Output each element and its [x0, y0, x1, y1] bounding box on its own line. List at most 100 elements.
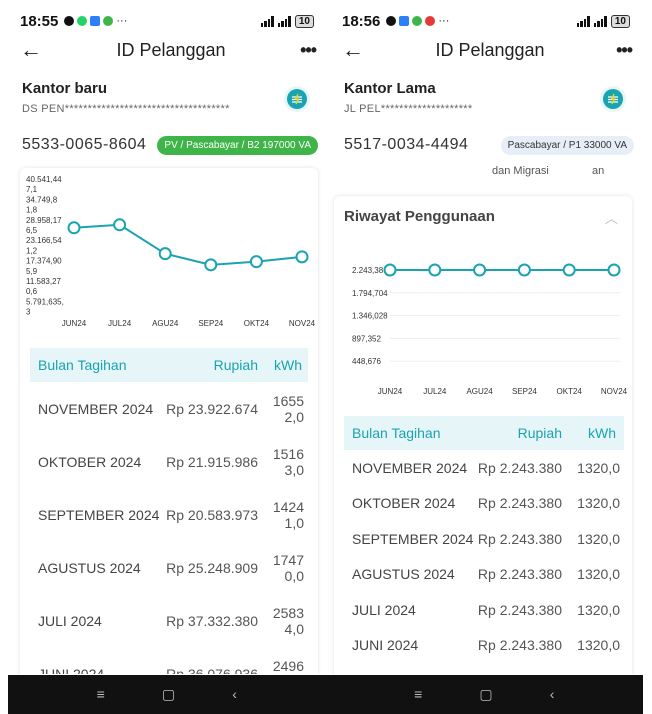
billing-month: NOVEMBER 2024	[352, 459, 468, 476]
x-tick-label: AGU24	[152, 319, 179, 328]
x-tick-label: AGU24	[466, 387, 493, 396]
billing-rupiah: Rp 20.583.973	[166, 506, 258, 523]
back-arrow-icon[interactable]: ←	[20, 37, 42, 62]
customer-id: 5533-0065-8604	[22, 136, 147, 153]
page-title: ID Pelanggan	[116, 39, 226, 60]
y-tick-label: 897,352	[352, 334, 381, 343]
back-icon[interactable]: ‹	[232, 686, 237, 702]
data-point[interactable]	[113, 218, 127, 232]
billing-month: JUNI 2024	[352, 637, 419, 654]
recent-apps-icon[interactable]: ≡	[96, 686, 105, 702]
y-tick-label: 2.243,38	[352, 266, 384, 275]
x-tick-label: JUL24	[108, 319, 132, 328]
usage-card: 40.541,44 7,1 34.749,8 1,8 28.958,17 6,5 23.16…	[20, 168, 318, 674]
x-tick-label: JUN24	[378, 387, 403, 396]
billing-month: AGUSTUS 2024	[352, 566, 455, 583]
app-icon	[412, 16, 423, 26]
more-options-icon[interactable]: •••	[616, 39, 633, 60]
data-point[interactable]	[607, 263, 621, 277]
app-icon	[90, 16, 101, 26]
section-title: Riwayat Penggunaan	[344, 208, 495, 225]
alarm-icon	[386, 16, 397, 26]
system-nav-bar: ≡ ▢ ‹ ≡ ▢ ‹	[8, 675, 643, 714]
col-rupiah-header: Rupiah	[517, 425, 562, 441]
battery-icon: 10	[610, 14, 630, 28]
billing-kwh: 1320,0	[577, 459, 620, 476]
y-tick-label: 1,8	[26, 206, 38, 215]
app-bar: ← ID Pelanggan •••	[342, 36, 633, 64]
billing-kwh: 24965,	[272, 657, 304, 675]
table-row: AGUSTUS 2024 Rp 25.248.909 17470,0	[30, 541, 308, 594]
billing-rupiah: Rp 2.243.380	[477, 495, 562, 512]
x-tick-label: OKT24	[244, 319, 270, 328]
y-tick-label: 1.346,028	[352, 312, 388, 321]
back-arrow-icon[interactable]: ←	[342, 37, 364, 62]
billing-month: JUNI 2024	[38, 665, 105, 675]
app-icon	[103, 16, 114, 26]
billing-table: Bulan Tagihan Rupiah kWh NOVEMBER 2024 Rp…	[30, 348, 308, 674]
billing-rupiah: Rp 2.243.380	[477, 601, 562, 618]
table-row: OKTOBER 2024 Rp 21.915.986 15163,0	[30, 435, 308, 488]
pln-logo-icon	[600, 86, 626, 112]
x-tick-label: NOV24	[601, 387, 628, 396]
usage-chart: 40.541,447,134.749,8 1,828.958,176,523.16…	[26, 175, 316, 328]
customer-id: 5517-0034-4494	[344, 136, 469, 153]
data-point[interactable]	[473, 263, 487, 277]
y-tick-label: 17.374,90	[26, 257, 62, 266]
page-title: ID Pelanggan	[435, 39, 545, 60]
x-tick-label: NOV24	[289, 319, 316, 328]
chevron-up-icon[interactable]: ︿	[604, 211, 618, 226]
data-point[interactable]	[158, 247, 172, 261]
account-header: Kantor baru DS PEN**********************…	[22, 80, 316, 124]
billing-month: SEPTEMBER 2024	[38, 506, 160, 523]
y-tick-label: 34.749,8	[26, 195, 58, 204]
billing-rupiah: Rp 37.332.380	[166, 612, 258, 629]
data-point[interactable]	[204, 258, 218, 272]
billing-kwh: 25834,0	[272, 604, 304, 637]
partial-menu-label[interactable]: an	[592, 165, 605, 177]
y-tick-label: 5.791,635,	[26, 297, 64, 306]
data-point[interactable]	[249, 255, 263, 269]
billing-table: Bulan Tagihan Rupiah kWh NOVEMBER 2024 Rp…	[344, 416, 624, 663]
y-tick-label: 11.583,27	[26, 277, 62, 286]
partial-menu-row: dan Migrasi an	[330, 165, 642, 181]
col-month-header: Bulan Tagihan	[38, 357, 127, 373]
table-row: SEPTEMBER 2024 Rp 20.583.973 14241,0	[30, 488, 308, 541]
home-icon[interactable]: ▢	[479, 686, 493, 702]
data-point[interactable]	[295, 250, 309, 264]
x-tick-label: OKT24	[557, 387, 583, 396]
y-tick-label: 5,9	[26, 267, 38, 276]
x-tick-label: SEP24	[512, 387, 537, 396]
table-row: JUNI 2024 Rp 36.076.936 24965,	[30, 647, 308, 675]
billing-month: JULI 2024	[38, 612, 102, 629]
more-options-icon[interactable]: •••	[300, 39, 317, 60]
billing-rupiah: Rp 23.922.674	[166, 400, 258, 417]
y-tick-label: 3	[26, 308, 31, 317]
home-icon[interactable]: ▢	[161, 686, 176, 702]
signal-icon	[260, 15, 274, 27]
usage-line	[73, 223, 303, 266]
table-header: Bulan Tagihan Rupiah kWh	[344, 416, 624, 450]
signal-icon	[277, 15, 291, 27]
data-point[interactable]	[517, 263, 531, 277]
y-tick-label: 6,5	[26, 226, 38, 235]
pln-logo-icon	[284, 86, 310, 112]
account-name: Kantor baru	[22, 80, 108, 97]
billing-kwh: 1320,0	[577, 495, 620, 512]
data-point[interactable]	[428, 263, 442, 277]
recent-apps-icon[interactable]: ≡	[414, 686, 423, 702]
back-icon[interactable]: ‹	[549, 686, 555, 702]
usage-chart: 2.243,38 1.794,704 1.346,028 897,352 448,676…	[352, 263, 628, 396]
partial-menu-label[interactable]: dan Migrasi	[492, 165, 549, 177]
data-point[interactable]	[67, 221, 81, 235]
billing-kwh: 1320,0	[577, 566, 620, 583]
billing-kwh: 14241,0	[272, 498, 304, 531]
more-notifications-icon: ···	[438, 15, 450, 27]
data-point[interactable]	[383, 263, 397, 277]
data-point[interactable]	[562, 263, 576, 277]
billing-month: AGUSTUS 2024	[38, 559, 141, 576]
right-phone-screen: 18:56 ··· 10 ← ID Pelanggan ••• Kantor L…	[330, 0, 642, 674]
y-tick-label: 448,676	[352, 357, 381, 366]
battery-icon: 10	[294, 14, 314, 28]
